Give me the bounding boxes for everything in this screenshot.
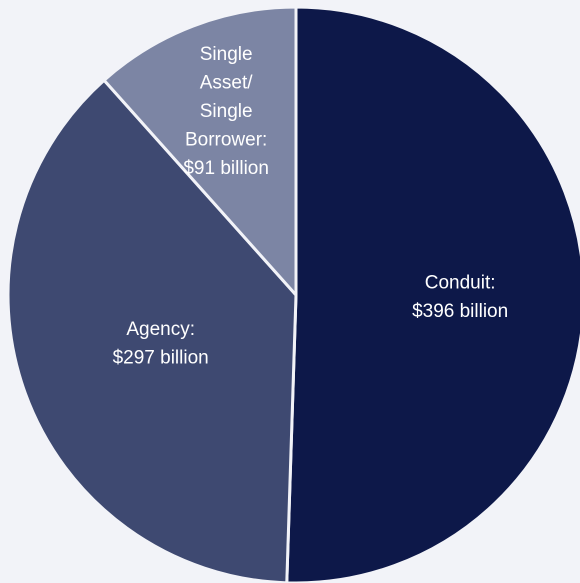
slice-value-label: $297 billion — [113, 347, 209, 368]
slice-value-label: $396 billion — [412, 301, 508, 322]
slice-category-label: Conduit: — [425, 272, 496, 293]
pie-slice — [102, 5, 298, 297]
slice-category-label: Single Asset/Single Borrower: — [185, 44, 267, 151]
pie-slice — [285, 5, 580, 583]
slice-category-label: Agency: — [126, 319, 195, 340]
labels: Conduit: $396 billion Agency: $297 billion S… — [113, 44, 509, 368]
pie-slice — [6, 78, 298, 583]
slices — [6, 5, 580, 583]
slice-value-label: $91 billion — [183, 158, 269, 179]
